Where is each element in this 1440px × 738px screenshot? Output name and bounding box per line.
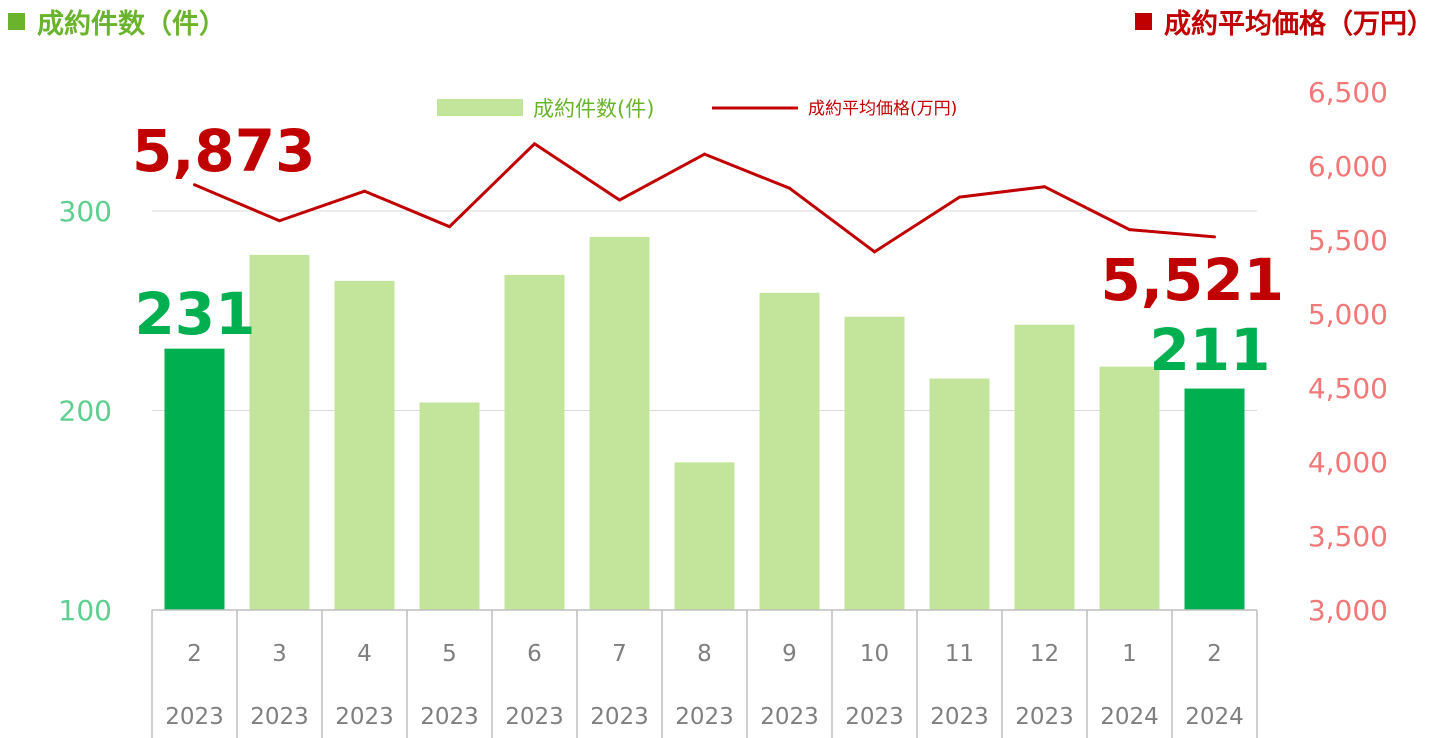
x-tick-label-year: 2023 [675,704,734,730]
left-axis-title: 成約件数（件） [8,2,226,41]
left-tick-label: 200 [59,395,112,428]
last-price-callout: 5,521 [1101,246,1284,314]
right-axis-title: 成約平均価格（万円） [1135,2,1434,41]
left-axis-title-text: 成約件数（件） [37,9,226,40]
square-icon [8,13,25,30]
x-tick-label-month: 7 [612,641,627,667]
x-tick-label-month: 2 [187,641,202,667]
x-tick-label-month: 8 [697,641,712,667]
legend-line-label: 成約平均価格(万円) [808,99,957,119]
x-tick-label-month: 3 [272,641,287,667]
x-tick-label-month: 10 [860,641,889,667]
x-tick-label-year: 2023 [505,704,564,730]
price-point [1128,228,1131,232]
callouts: 5,873 5,521 231 211 [132,117,1284,384]
bar [334,280,395,610]
right-tick-label: 6,500 [1308,76,1388,109]
x-tick-label-month: 11 [945,641,974,667]
price-point [278,219,281,223]
right-tick-label: 6,000 [1308,150,1388,183]
price-point [363,189,366,193]
x-tick-label-year: 2023 [1015,704,1074,730]
price-point [873,250,876,254]
bar-series [164,236,1245,610]
legend: 成約件数(件) 成約平均価格(万円) [437,97,957,121]
first-price-callout: 5,873 [132,117,315,185]
bar [844,316,905,610]
x-tick-label-year: 2023 [165,704,224,730]
right-axis-title-text: 成約平均価格（万円） [1164,9,1434,40]
last-bar-callout: 211 [1149,316,1270,384]
legend-bar-label: 成約件数(件) [533,97,654,121]
x-tick-label-year: 2023 [335,704,394,730]
price-point [1043,185,1046,189]
price-point [958,195,961,199]
right-tick-label: 5,500 [1308,224,1388,257]
x-tick-label-month: 1 [1122,641,1137,667]
bar [589,236,650,610]
line-series [193,142,1216,254]
bar [1099,366,1160,610]
bar [249,254,310,610]
right-y-axis: 3,000 3,500 4,000 4,500 5,000 5,500 6,000 6,500 [1308,76,1388,627]
bar [1184,388,1245,610]
x-tick-label-month: 6 [527,641,542,667]
bar [164,348,225,610]
x-axis: 2 2023 3 2023 4 2023 5 2023 6 2023 7 2023 8 2023 9 2023… [151,609,1258,738]
x-tick-label-year: 2023 [930,704,989,730]
gridlines [152,210,1257,411]
x-tick-label-month: 5 [442,641,457,667]
left-tick-label: 100 [59,594,112,627]
x-tick-label-year: 2023 [845,704,904,730]
bar [419,402,480,610]
price-point [193,183,196,187]
price-point [788,186,791,190]
left-tick-label: 300 [59,195,112,228]
bar [504,274,565,610]
x-tick-label-year: 2023 [420,704,479,730]
bar [674,462,735,610]
right-tick-label: 3,500 [1308,520,1388,553]
bar [759,292,820,610]
x-tick-label-year: 2024 [1185,704,1244,730]
x-tick-label-month: 12 [1030,641,1059,667]
x-tick-label-year: 2023 [590,704,649,730]
price-point [1213,235,1216,239]
square-icon [1135,13,1152,30]
x-tick-label-year: 2023 [760,704,819,730]
bar [1014,324,1075,610]
price-point [618,198,621,202]
price-point [533,142,536,146]
first-bar-callout: 231 [134,280,255,348]
right-tick-label: 3,000 [1308,594,1388,627]
left-y-axis: 100 200 300 [59,195,112,627]
right-tick-label: 4,000 [1308,446,1388,479]
right-tick-label: 4,500 [1308,372,1388,405]
price-point [703,152,706,156]
price-line [193,142,1215,254]
x-tick-label-month: 9 [782,641,797,667]
x-tick-label-month: 2 [1207,641,1222,667]
price-point [448,225,451,229]
bar [929,378,990,610]
x-tick-label-year: 2023 [250,704,309,730]
x-tick-label-year: 2024 [1100,704,1159,730]
right-tick-label: 5,000 [1308,298,1388,331]
legend-bar-swatch [437,99,523,116]
x-tick-label-month: 4 [357,641,372,667]
